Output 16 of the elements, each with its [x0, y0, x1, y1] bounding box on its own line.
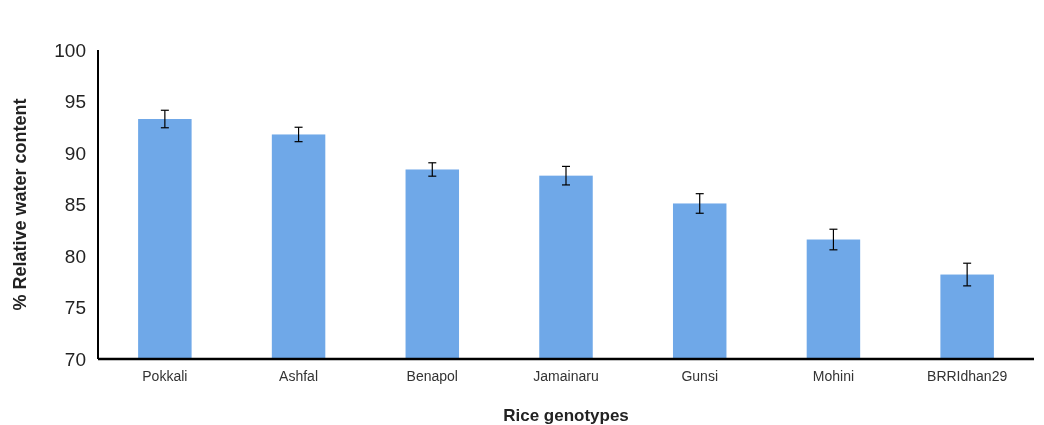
y-tick-label: 90 [64, 142, 86, 164]
y-tick-label: 85 [64, 194, 86, 216]
y-tick-label: 70 [64, 348, 86, 370]
x-axis-title: Rice genotypes [503, 406, 629, 425]
y-tick-label: 80 [64, 245, 86, 267]
x-tick-label: Benapol [406, 368, 458, 384]
x-tick-label: BRRIdhan29 [927, 368, 1008, 384]
x-tick-label: Mohini [812, 368, 855, 384]
x-tick-label: Pokkali [142, 368, 188, 384]
y-tick-label: 95 [64, 91, 86, 113]
y-tick-label: 100 [54, 39, 86, 61]
x-tick-label: Ashfal [279, 368, 319, 384]
x-tick-label: Jamainaru [533, 368, 599, 384]
x-tick-label: Gunsi [681, 368, 718, 384]
y-axis-title: % Relative water content [10, 98, 30, 311]
y-tick-label: 75 [64, 297, 86, 319]
